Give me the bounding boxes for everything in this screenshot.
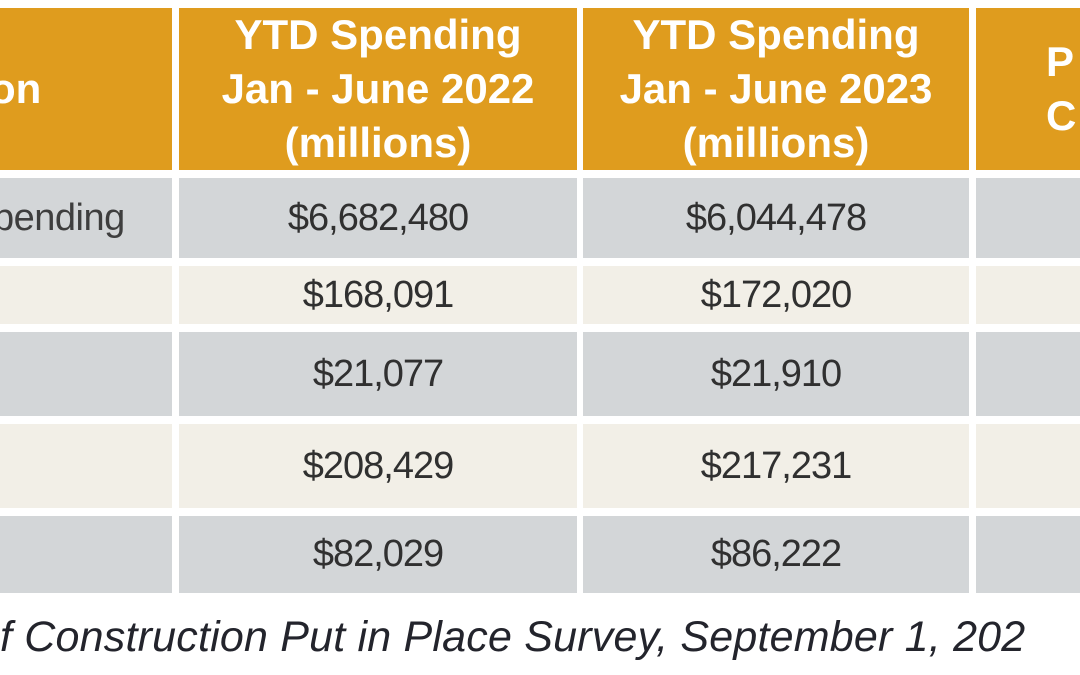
- header-percent-change-line1: P: [1046, 38, 1075, 85]
- ytd-2023-value: $172,020: [700, 273, 852, 316]
- table-row-3-label-cell: [0, 332, 172, 416]
- header-ytd-2023-line3: (millions): [682, 119, 870, 166]
- header-ytd-2022-line1: YTD Spending: [234, 11, 522, 58]
- source-citation: f Construction Put in Place Survey, Sept…: [0, 613, 1026, 661]
- ytd-2022-value: $82,029: [312, 533, 444, 575]
- ytd-2022-value: $168,091: [302, 273, 454, 316]
- header-cell-ytd-2022: YTD Spending Jan - June 2022 (millions): [179, 8, 577, 170]
- header-cell-percent-change: P C: [976, 8, 1080, 170]
- ytd-2023-value: $86,222: [710, 533, 842, 575]
- table-row-1-ytd-2022-cell: $6,682,480: [179, 178, 577, 258]
- table-row-4-label-cell: [0, 424, 172, 508]
- table-row-1-ytd-2023-cell: $6,044,478: [583, 178, 969, 258]
- header-cell-category: on: [0, 8, 172, 170]
- table-row-1-percent-change-cell: [976, 178, 1080, 258]
- table-row-4-ytd-2022-cell: $208,429: [179, 424, 577, 508]
- table-row-3-ytd-2022-cell: $21,077: [179, 332, 577, 416]
- table-row-3-ytd-2023-cell: $21,910: [583, 332, 969, 416]
- row-label: pending: [0, 196, 125, 239]
- table-row-4-percent-change-cell: [976, 424, 1080, 508]
- table-row-2-ytd-2023-cell: $172,020: [583, 266, 969, 324]
- table-row-5-ytd-2022-cell: $82,029: [179, 516, 577, 593]
- header-ytd-2022-line3: (millions): [284, 119, 472, 166]
- ytd-2022-value: $6,682,480: [287, 196, 469, 239]
- table-row-5-percent-change-cell: [976, 516, 1080, 593]
- ytd-2022-value: $208,429: [302, 444, 454, 487]
- ytd-2023-value: $217,231: [700, 444, 852, 487]
- table-row-2-label-cell: [0, 266, 172, 324]
- table-row-5-ytd-2023-cell: $86,222: [583, 516, 969, 593]
- table-row-4-ytd-2023-cell: $217,231: [583, 424, 969, 508]
- table-row-5-label-cell: [0, 516, 172, 593]
- header-ytd-2023-line1: YTD Spending: [632, 11, 920, 58]
- table-row-3-percent-change-cell: [976, 332, 1080, 416]
- table-row-2-percent-change-cell: [976, 266, 1080, 324]
- ytd-2023-value: $6,044,478: [685, 196, 867, 239]
- header-ytd-2023-line2: Jan - June 2023: [619, 65, 933, 112]
- ytd-2023-value: $21,910: [710, 352, 842, 395]
- header-ytd-2022-line2: Jan - June 2022: [221, 65, 535, 112]
- header-cell-ytd-2023: YTD Spending Jan - June 2023 (millions): [583, 8, 969, 170]
- table-row-2-ytd-2022-cell: $168,091: [179, 266, 577, 324]
- ytd-2022-value: $21,077: [312, 352, 444, 395]
- header-category-label: on: [0, 65, 42, 112]
- table-row-1-label-cell: pending: [0, 178, 172, 258]
- header-percent-change-line2: C: [1046, 92, 1077, 139]
